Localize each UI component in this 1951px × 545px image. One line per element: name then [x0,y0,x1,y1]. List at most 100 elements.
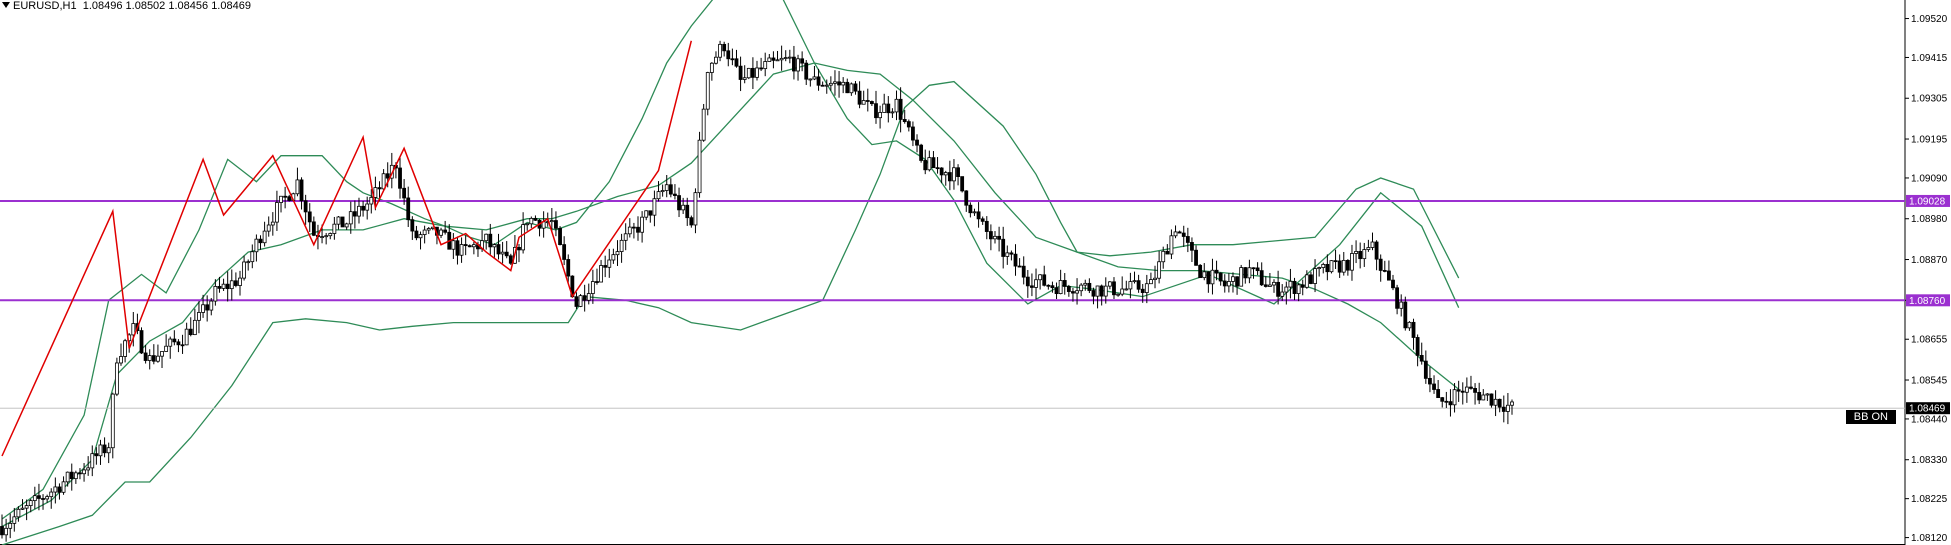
candle-body [20,507,25,510]
candle [590,269,595,304]
candle [73,470,78,484]
candle-body [1370,241,1375,248]
candle-body [172,338,177,343]
candle [422,225,427,244]
candle [775,50,780,62]
y-tick-label: 1.09415 [1911,53,1948,64]
candle [1243,267,1248,284]
candle [1075,278,1079,305]
candle [623,223,628,251]
candle-body [878,112,882,119]
candle [1341,251,1346,276]
candle [90,445,95,477]
candle [968,202,973,218]
candle-body [492,244,497,248]
candle [681,197,686,214]
candle [525,223,530,231]
candle-body [4,527,9,536]
candle [418,231,423,250]
candle-body [361,205,365,211]
candle-body [65,471,70,483]
candle-body [787,56,792,59]
candle [1120,276,1125,297]
candle [779,45,784,71]
candle-body [1423,360,1428,379]
candle-body [369,197,374,205]
candle-body [1124,288,1129,291]
current-price-badge-label: 1.08469 [1909,404,1946,415]
candle-body [180,344,185,347]
candle-body [78,472,82,475]
candle-body [1362,249,1367,260]
candle-body [1280,291,1285,297]
candle [935,157,940,174]
candle [578,294,583,308]
candle-body [578,295,583,307]
candle [627,218,632,238]
candle [1288,268,1293,299]
candle-body [233,280,238,286]
candle [439,227,443,239]
candle-body [1206,271,1211,285]
candle [262,221,267,247]
candle-body [960,176,965,192]
candle [8,513,13,539]
candle-body [865,100,870,102]
candle-body [886,103,891,114]
candle-body [324,235,329,238]
candle [689,215,694,228]
candle [1448,389,1453,417]
candle-body [1046,284,1051,287]
candle [1190,237,1194,262]
candle [151,344,156,365]
candle [812,65,817,81]
candle [4,518,9,542]
candle-body [533,217,538,221]
candle [266,216,271,237]
dropdown-triangle-icon[interactable] [2,2,10,8]
candle [603,255,608,278]
candle-body [993,235,997,240]
candle-body [882,103,887,113]
level-support-badge [1906,294,1950,307]
candle-body [61,481,66,493]
candle [615,240,620,266]
candle [656,181,661,202]
candle [1317,266,1322,277]
candle-body [1222,280,1227,287]
candle [734,49,739,68]
y-tick-label: 1.08545 [1911,376,1948,387]
candle [1140,283,1145,303]
candle [1415,334,1420,367]
candle [467,244,472,248]
candle [1333,249,1338,269]
candle-body [242,261,246,279]
candle [365,196,370,220]
candle-body [69,471,74,480]
candle [1428,366,1432,393]
candle [311,216,316,237]
candle-body [352,211,357,217]
candle-body [344,223,349,228]
candle [402,179,407,205]
candle [673,184,677,200]
candle [1095,285,1100,309]
candle [808,78,813,87]
candle-body [1321,264,1326,268]
candle-body [1436,389,1441,399]
candle-body [730,58,735,61]
candle [652,190,657,227]
candle-body [549,220,554,223]
candle [1124,280,1129,291]
y-tick-label: 1.08440 [1911,414,1948,425]
candle [1444,391,1449,408]
candle-body [521,224,526,251]
candle [1173,225,1178,239]
candle-body [1493,398,1498,406]
candle [1395,284,1400,315]
candle-body [890,111,895,114]
bb-on-tag[interactable]: BB ON [1845,410,1896,424]
candle [1013,244,1018,276]
candle [668,178,673,198]
